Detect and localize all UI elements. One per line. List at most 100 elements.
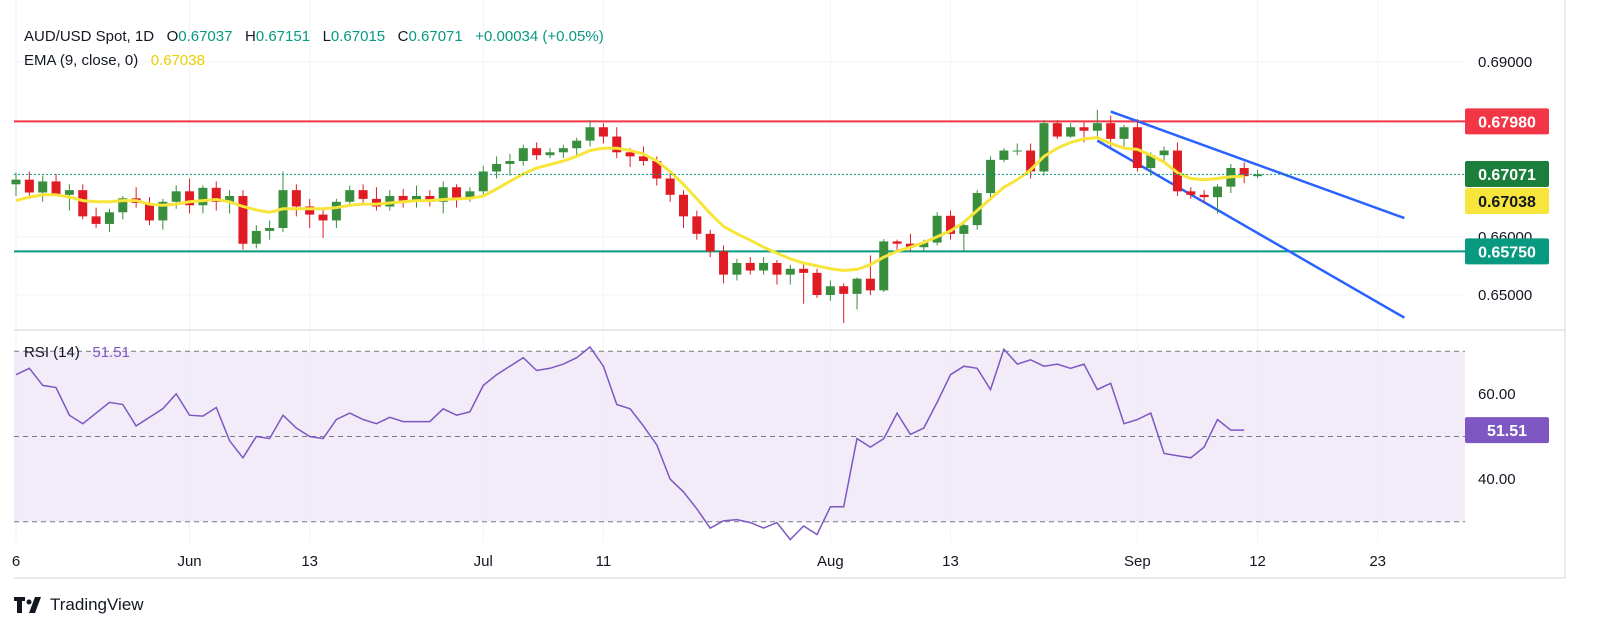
rsi-value-tag: 51.51	[1465, 417, 1549, 444]
candle	[665, 171, 675, 202]
candle	[385, 190, 395, 211]
candle-body	[572, 140, 582, 149]
candle-body	[545, 152, 555, 156]
candle	[412, 185, 421, 208]
time-tick-label: 13	[942, 553, 959, 570]
candle	[865, 255, 875, 295]
candle-body	[1159, 150, 1169, 156]
candle	[679, 190, 688, 229]
candle	[318, 208, 328, 238]
candle	[839, 283, 849, 323]
candle-body	[986, 159, 996, 194]
candle-body	[331, 201, 341, 221]
candle	[612, 127, 622, 159]
candle-body	[452, 187, 462, 199]
candle-body	[759, 262, 769, 271]
candle-body	[265, 228, 275, 231]
candle	[1199, 190, 1209, 203]
candle	[24, 171, 34, 199]
candle	[772, 260, 782, 285]
candle-body	[398, 195, 408, 201]
candle	[759, 257, 769, 275]
candle-body	[652, 161, 662, 179]
candle-body	[1052, 123, 1062, 137]
candle	[1066, 123, 1076, 138]
candle-body	[799, 268, 809, 273]
rsi-tick-label: 40.00	[1478, 471, 1516, 488]
candle	[265, 220, 275, 240]
candle	[732, 258, 742, 281]
candle	[452, 184, 462, 208]
candle	[1159, 146, 1169, 162]
candle	[425, 190, 435, 207]
candle	[185, 178, 195, 214]
candle-body	[959, 225, 969, 234]
change-value: +0.00034 (+0.05%)	[475, 28, 604, 45]
candle-body	[1092, 123, 1102, 131]
candle	[1213, 184, 1222, 214]
candle-body	[104, 212, 114, 224]
candle	[478, 165, 488, 198]
rsi-legend: RSI (14) 51.51	[24, 344, 130, 361]
tradingview-logo[interactable]: TradingView	[14, 595, 144, 615]
candle-body	[812, 272, 822, 295]
candle-body	[225, 195, 235, 202]
time-tick-label: 11	[596, 553, 612, 570]
candle	[345, 185, 355, 205]
candle	[932, 212, 942, 246]
time-tick-label: 12	[1249, 553, 1266, 570]
support-tag: 0.65750	[1465, 238, 1549, 265]
candle	[1039, 120, 1049, 176]
candle-body	[158, 201, 168, 221]
candle-body	[679, 194, 688, 217]
candle-body	[185, 191, 195, 206]
candle	[585, 120, 595, 147]
brand-name: TradingView	[50, 595, 144, 614]
candle	[705, 229, 715, 258]
rsi-pane	[14, 345, 1465, 541]
candle-body	[612, 136, 622, 153]
candle-body	[1186, 191, 1196, 195]
candle-body	[438, 187, 448, 202]
candle-body	[38, 181, 48, 193]
resistance-tag-bg	[1465, 108, 1549, 135]
candle-body	[705, 233, 715, 252]
candle-body	[905, 243, 915, 248]
candle-body	[24, 179, 34, 193]
candle	[558, 144, 568, 159]
candle	[532, 142, 542, 160]
time-tick-label: Jul	[474, 553, 493, 570]
ema-price-tag-bg	[1465, 188, 1549, 214]
rsi-value: 51.51	[92, 344, 130, 361]
candle-body	[585, 127, 595, 141]
candle-body	[358, 190, 368, 199]
legend-header: AUD/USD Spot, 1D O0.67037 H0.67151 L0.67…	[24, 28, 604, 45]
candle-body	[1253, 174, 1263, 177]
candle-body	[425, 195, 435, 202]
candle-body	[318, 214, 328, 221]
candle	[545, 148, 555, 159]
candle-body	[345, 190, 355, 202]
candle	[11, 172, 21, 196]
time-tick-label: 13	[301, 553, 318, 570]
candle	[825, 280, 835, 301]
candle-body	[1039, 123, 1049, 172]
rsi-line	[15, 345, 1245, 541]
candle	[638, 146, 648, 166]
candle-body	[598, 127, 608, 137]
time-tick-label: 23	[1369, 553, 1386, 570]
candle-body	[785, 268, 795, 275]
candle	[1253, 169, 1263, 178]
candle	[598, 123, 608, 144]
low-value: 0.67015	[330, 28, 386, 45]
candle	[1186, 187, 1196, 199]
candle-body	[64, 190, 74, 195]
candle-body	[1012, 150, 1022, 152]
candle	[518, 144, 528, 166]
candle-body	[692, 216, 702, 234]
candle-body	[1199, 194, 1209, 198]
rsi-tick-label: 60.00	[1478, 386, 1516, 403]
candle	[1026, 143, 1036, 179]
candle	[959, 220, 969, 252]
